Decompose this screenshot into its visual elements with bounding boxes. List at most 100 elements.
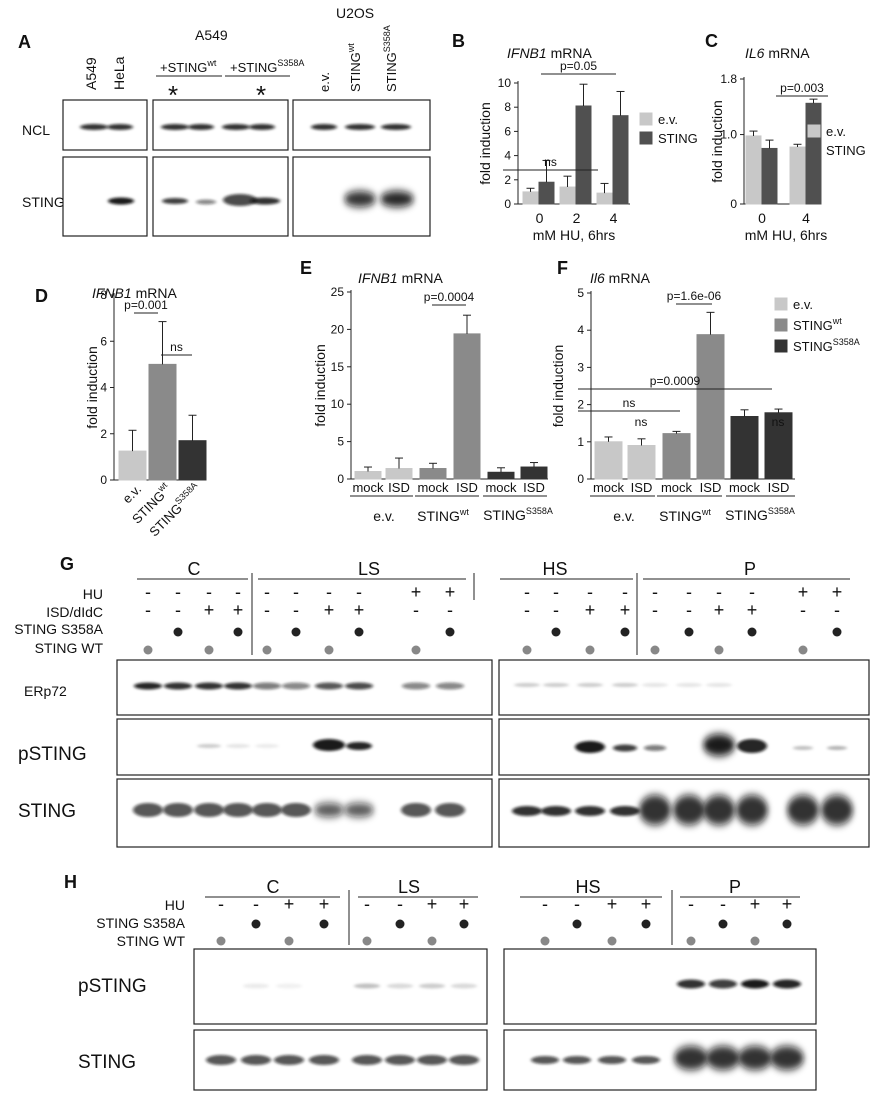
bar-ISD-5 [520, 466, 548, 480]
legend-label: STING [826, 143, 866, 158]
sting-hs-3 [610, 806, 640, 816]
sign-hu: - [652, 582, 658, 602]
sign-hu: - [720, 894, 726, 914]
y-tick-label: 4 [100, 381, 107, 395]
bar-ISD-1 [385, 468, 413, 480]
y-tick-label: 5 [337, 435, 344, 449]
erp72-left-8 [402, 682, 430, 690]
x-tick-label: mock [485, 480, 517, 495]
blot-g-psting-right [498, 718, 870, 776]
ncl-band-6 [311, 124, 337, 130]
sting-p-1 [673, 795, 705, 825]
bar-mock-4 [730, 416, 759, 480]
sig-p00009-label: p=0.0009 [650, 374, 701, 388]
ns-label-2: ns [635, 415, 648, 429]
sign-hu: - [206, 582, 212, 602]
legend-swatch-e.v. [807, 124, 821, 138]
ncl-band-4 [222, 124, 250, 130]
bar-mock-0 [354, 471, 382, 480]
y-axis-label: fold induction [709, 100, 725, 183]
chart-f: Il6 mRNA 0 1 2 3 4 5 fold induction mock ISD mock I… [550, 270, 860, 524]
sign-isd: - [800, 600, 806, 620]
h-sting-p-1 [706, 1046, 740, 1070]
ns-label-3: ns [772, 415, 785, 429]
sign-isd: + [620, 600, 631, 620]
y-tick-label: 0 [100, 473, 107, 487]
sting-s358a-label: +STINGS358A [230, 58, 304, 75]
blot-label-erp72: ERp72 [24, 683, 67, 699]
dot-wt [362, 936, 372, 946]
x-tick-label: mock [417, 480, 449, 495]
erp72-right-4 [642, 683, 668, 687]
panel-g-letter: G [60, 554, 74, 574]
sign-isd: - [686, 600, 692, 620]
psting-p-1 [644, 745, 666, 751]
bar-e.v.-4 [596, 192, 613, 205]
panel-a-letter: A [18, 32, 31, 52]
panel-d-letter: D [35, 286, 48, 306]
fraction-hs: HS [575, 877, 600, 897]
erp72-right-1 [543, 683, 569, 687]
blot-h-psting-right [503, 948, 817, 1025]
row-hu: HU [165, 897, 185, 913]
h-psting-left-1 [387, 983, 413, 989]
panel-h: H C LS HS P HU STING S358A STING WT - - + + - - + + - - +… [64, 872, 817, 1091]
sign-isd: + [324, 600, 335, 620]
dot-wt [798, 645, 808, 655]
dot-s358a [233, 627, 243, 637]
sig-p0001-label: p=0.001 [124, 298, 168, 312]
dot-s358a [684, 627, 694, 637]
sign-hu: + [750, 894, 761, 914]
dot-wt [262, 645, 272, 655]
psting-p-hu-2 [827, 746, 847, 750]
h-sting-left-5 [385, 1055, 415, 1065]
bar-STING-0 [761, 147, 778, 205]
y-tick-label: 20 [331, 322, 345, 336]
sign-hu: - [264, 582, 270, 602]
erp72-right-2 [577, 683, 603, 687]
sign-isd: - [524, 600, 530, 620]
row-hu: HU [83, 586, 103, 602]
dot-s358a [782, 919, 792, 929]
sign-isd: - [293, 600, 299, 620]
blot-label-h-psting: pSTING [78, 976, 147, 997]
x-tick-label: mock [729, 480, 761, 495]
group-label: STINGwt [659, 507, 711, 524]
erp72-left-7 [345, 682, 373, 690]
dot-s358a [251, 919, 261, 929]
dot-s358a [459, 919, 469, 929]
blot-label-h-sting: STING [78, 1052, 136, 1073]
legend-swatch-e.v. [639, 112, 653, 126]
asterisk-1: * [168, 80, 178, 110]
ncl-band-0 [80, 124, 108, 130]
dot-wt [324, 645, 334, 655]
psting-ls-isd-s358a [346, 742, 372, 750]
dot-wt [204, 645, 214, 655]
x-tick-label: 2 [573, 210, 581, 226]
sign-hu: - [253, 894, 259, 914]
group-label: STINGS358A [483, 506, 553, 523]
group-label: e.v. [613, 508, 635, 524]
h-psting-p-1 [709, 979, 737, 989]
sign-hu: - [293, 582, 299, 602]
psting-p-isd-wt [703, 734, 735, 756]
h-sting-left-1 [241, 1055, 271, 1065]
h-psting-left-4 [243, 983, 269, 989]
sting-hs-2 [575, 806, 605, 816]
h-psting-p-2 [741, 979, 769, 989]
dot-s358a [319, 919, 329, 929]
panel-c-letter: C [705, 31, 718, 51]
sig-ns-1-label: ns [623, 396, 636, 410]
sting-wt-label: +STINGwt [160, 58, 217, 75]
erp72-right-3 [612, 683, 638, 687]
panel-f-letter: F [557, 258, 568, 278]
erp72-right-0 [514, 683, 540, 687]
sting-band-hela [108, 197, 134, 205]
y-tick-label: 10 [498, 76, 512, 90]
sting-band-a549-1 [196, 199, 216, 205]
y-tick-label: 2 [504, 173, 511, 187]
y-tick-label: 25 [331, 285, 345, 299]
sting-hs-1 [541, 806, 571, 816]
